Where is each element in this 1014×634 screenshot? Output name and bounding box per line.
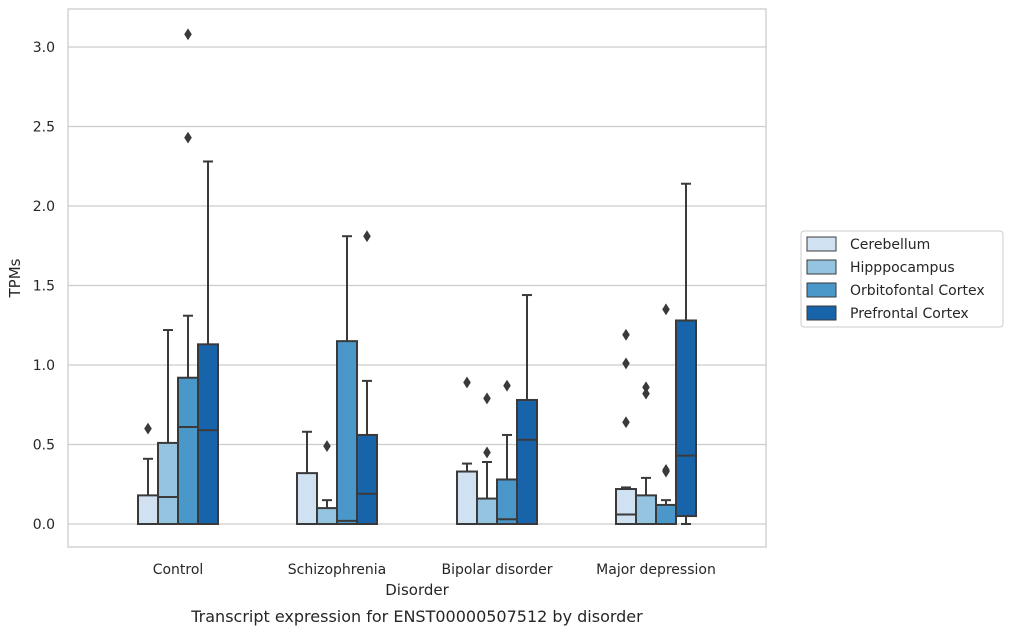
figure-caption: Transcript expression for ENST0000050751… bbox=[190, 607, 643, 626]
box-rect bbox=[635, 494, 657, 526]
box-rect bbox=[177, 376, 199, 525]
box-hipppocampus bbox=[316, 440, 338, 526]
box-hipppocampus bbox=[476, 392, 498, 525]
box-hipppocampus bbox=[157, 329, 179, 525]
box-cerebellum bbox=[296, 430, 318, 525]
box-rect bbox=[336, 340, 358, 525]
outlier-point bbox=[323, 440, 331, 453]
box-orbitofontal-cortex bbox=[336, 235, 358, 525]
box-cerebellum bbox=[456, 376, 478, 525]
box-rect bbox=[655, 503, 677, 526]
x-tick-label: Schizophrenia bbox=[288, 562, 386, 578]
y-tick-label: 2.0 bbox=[33, 199, 55, 215]
y-tick-label: 0.5 bbox=[33, 438, 55, 454]
outlier-point bbox=[363, 230, 371, 243]
box-rect bbox=[496, 478, 518, 526]
box-prefrontal-cortex bbox=[356, 230, 378, 525]
outlier-point bbox=[503, 379, 511, 392]
outlier-point bbox=[622, 357, 630, 370]
legend-swatch bbox=[806, 259, 837, 275]
box-rect bbox=[137, 494, 159, 526]
legend-swatch bbox=[806, 305, 837, 321]
outlier-point bbox=[642, 387, 650, 400]
outlier-point bbox=[662, 465, 670, 478]
box-rect bbox=[197, 343, 219, 525]
box-cerebellum bbox=[137, 422, 159, 526]
box-orbitofontal-cortex bbox=[655, 303, 677, 526]
y-tick-label: 1.5 bbox=[33, 279, 55, 295]
outlier-point bbox=[144, 422, 152, 435]
outlier-point bbox=[622, 416, 630, 429]
outlier-point bbox=[184, 28, 192, 41]
y-axis-title: TPMs bbox=[6, 258, 24, 298]
box-cerebellum bbox=[615, 328, 637, 525]
legend-label: Hipppocampus bbox=[850, 260, 955, 276]
box-rect bbox=[476, 497, 498, 525]
y-tick-label: 3.0 bbox=[33, 40, 55, 56]
outlier-point bbox=[463, 376, 471, 389]
y-tick-label: 2.5 bbox=[33, 120, 55, 136]
legend: Cerebellum Hipppocampus Orbitofontal Corte… bbox=[800, 230, 1004, 328]
outlier-point bbox=[483, 392, 491, 405]
plot-frame bbox=[67, 8, 767, 548]
box-rect bbox=[296, 472, 318, 525]
box-hipppocampus bbox=[635, 381, 657, 526]
y-tick-label: 0.0 bbox=[33, 517, 55, 533]
outlier-point bbox=[483, 446, 491, 459]
box-orbitofontal-cortex bbox=[496, 379, 518, 526]
box-rect bbox=[516, 398, 538, 526]
legend-label: Prefrontal Cortex bbox=[850, 306, 969, 322]
x-tick-labels: Control Schizophrenia Bipolar disorder Majo… bbox=[153, 562, 716, 578]
legend-frame bbox=[800, 230, 1004, 328]
y-tick-labels: 0.0 0.5 1.0 1.5 2.0 2.5 3.0 bbox=[33, 40, 55, 533]
box-rect bbox=[157, 441, 179, 525]
y-tick-label: 1.0 bbox=[33, 358, 55, 374]
box-prefrontal-cortex bbox=[197, 160, 219, 525]
box-rect bbox=[615, 488, 637, 525]
outlier-point bbox=[622, 328, 630, 341]
box-rect bbox=[356, 433, 378, 525]
legend-label: Cerebellum bbox=[850, 237, 930, 253]
outlier-point bbox=[184, 131, 192, 144]
legend-label: Orbitofontal Cortex bbox=[850, 283, 985, 299]
x-tick-label: Control bbox=[153, 562, 204, 578]
legend-swatch bbox=[806, 236, 837, 252]
legend-swatch bbox=[806, 282, 837, 298]
box-rect bbox=[316, 507, 338, 526]
box-prefrontal-cortex bbox=[675, 182, 697, 525]
box-prefrontal-cortex bbox=[516, 294, 538, 526]
outlier-point bbox=[662, 303, 670, 316]
x-axis-title: Disorder bbox=[385, 581, 449, 599]
x-tick-label: Bipolar disorder bbox=[441, 562, 552, 578]
boxes bbox=[137, 28, 697, 526]
box-orbitofontal-cortex bbox=[177, 28, 199, 525]
box-rect bbox=[675, 319, 697, 518]
x-tick-label: Major depression bbox=[596, 562, 716, 578]
box-rect bbox=[456, 470, 478, 525]
